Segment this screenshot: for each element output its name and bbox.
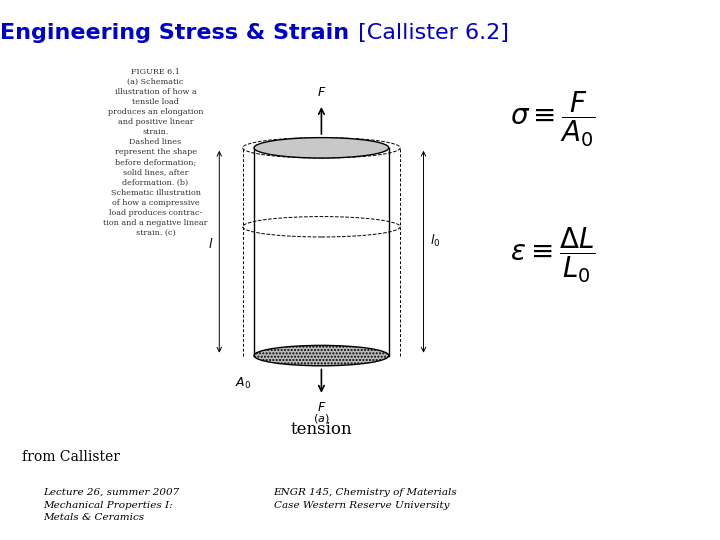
Ellipse shape <box>254 138 389 158</box>
Text: Engineering Stress & Strain: Engineering Stress & Strain <box>0 23 349 43</box>
Text: $(a)$: $(a)$ <box>313 412 330 425</box>
Text: [Callister 6.2]: [Callister 6.2] <box>351 23 509 43</box>
Text: $l$: $l$ <box>207 238 213 252</box>
Text: $\varepsilon \equiv \dfrac{\Delta L}{L_0}$: $\varepsilon \equiv \dfrac{\Delta L}{L_0… <box>510 225 595 285</box>
Text: $F$: $F$ <box>317 86 326 99</box>
Text: $A_0$: $A_0$ <box>235 376 251 391</box>
Ellipse shape <box>254 346 389 366</box>
Text: tension: tension <box>291 421 352 438</box>
Text: Lecture 26, summer 2007
Mechanical Properties I:
Metals & Ceramics: Lecture 26, summer 2007 Mechanical Prope… <box>43 488 179 522</box>
Text: $F$: $F$ <box>317 401 326 414</box>
Text: from Callister: from Callister <box>22 450 120 464</box>
Text: $\sigma \equiv \dfrac{F}{A_0}$: $\sigma \equiv \dfrac{F}{A_0}$ <box>510 89 595 148</box>
Text: $l_0$: $l_0$ <box>430 233 440 249</box>
Text: FIGURE 6.1
(a) Schematic
illustration of how a
tensile load
produces an elongati: FIGURE 6.1 (a) Schematic illustration of… <box>103 68 208 237</box>
Text: ENGR 145, Chemistry of Materials
Case Western Reserve University: ENGR 145, Chemistry of Materials Case We… <box>274 488 457 510</box>
